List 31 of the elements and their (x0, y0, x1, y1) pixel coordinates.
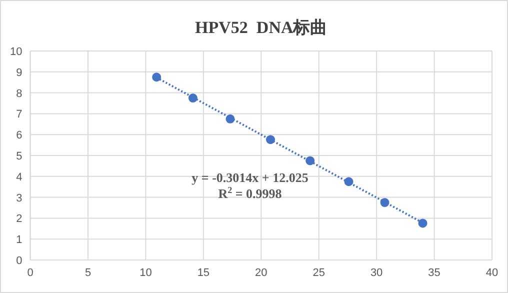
y-tick-label: 0 (16, 255, 22, 267)
x-tick-label: 10 (140, 267, 152, 279)
x-tick-label: 0 (27, 267, 34, 279)
y-tick-label: 4 (16, 171, 22, 184)
x-tick-label: 30 (370, 267, 383, 279)
y-tick-label: 5 (16, 150, 22, 162)
point (266, 135, 275, 144)
x-tick-label: 40 (486, 267, 498, 279)
x-tick-label: 5 (84, 267, 92, 279)
x-tick-label: 15 (197, 267, 210, 279)
point (344, 177, 354, 186)
point (380, 198, 390, 208)
point (188, 94, 198, 103)
x-tick-label: 20 (255, 267, 268, 279)
y-tick-label: 9 (16, 66, 22, 79)
y-tick-label: 10 (10, 46, 22, 58)
point (152, 72, 162, 82)
y-tick-label: 6 (16, 130, 22, 142)
chart-title: HPV52 DNA标曲 (195, 18, 328, 37)
annotation: y = -0.3014x + 12.025 (192, 170, 309, 185)
annotation: R$^{2}$ = 0.9998 (218, 185, 282, 201)
point (226, 114, 235, 124)
y-tick-label: 8 (16, 88, 22, 100)
y-tick-label: 3 (16, 192, 22, 204)
y-tick-label: 2 (16, 213, 22, 226)
point (418, 218, 428, 228)
y-tick-label: 1 (16, 234, 22, 246)
point (306, 156, 315, 166)
x-tick-label: 35 (428, 267, 440, 279)
y-tick-label: 7 (16, 108, 22, 121)
x-tick-label: 25 (312, 267, 325, 279)
